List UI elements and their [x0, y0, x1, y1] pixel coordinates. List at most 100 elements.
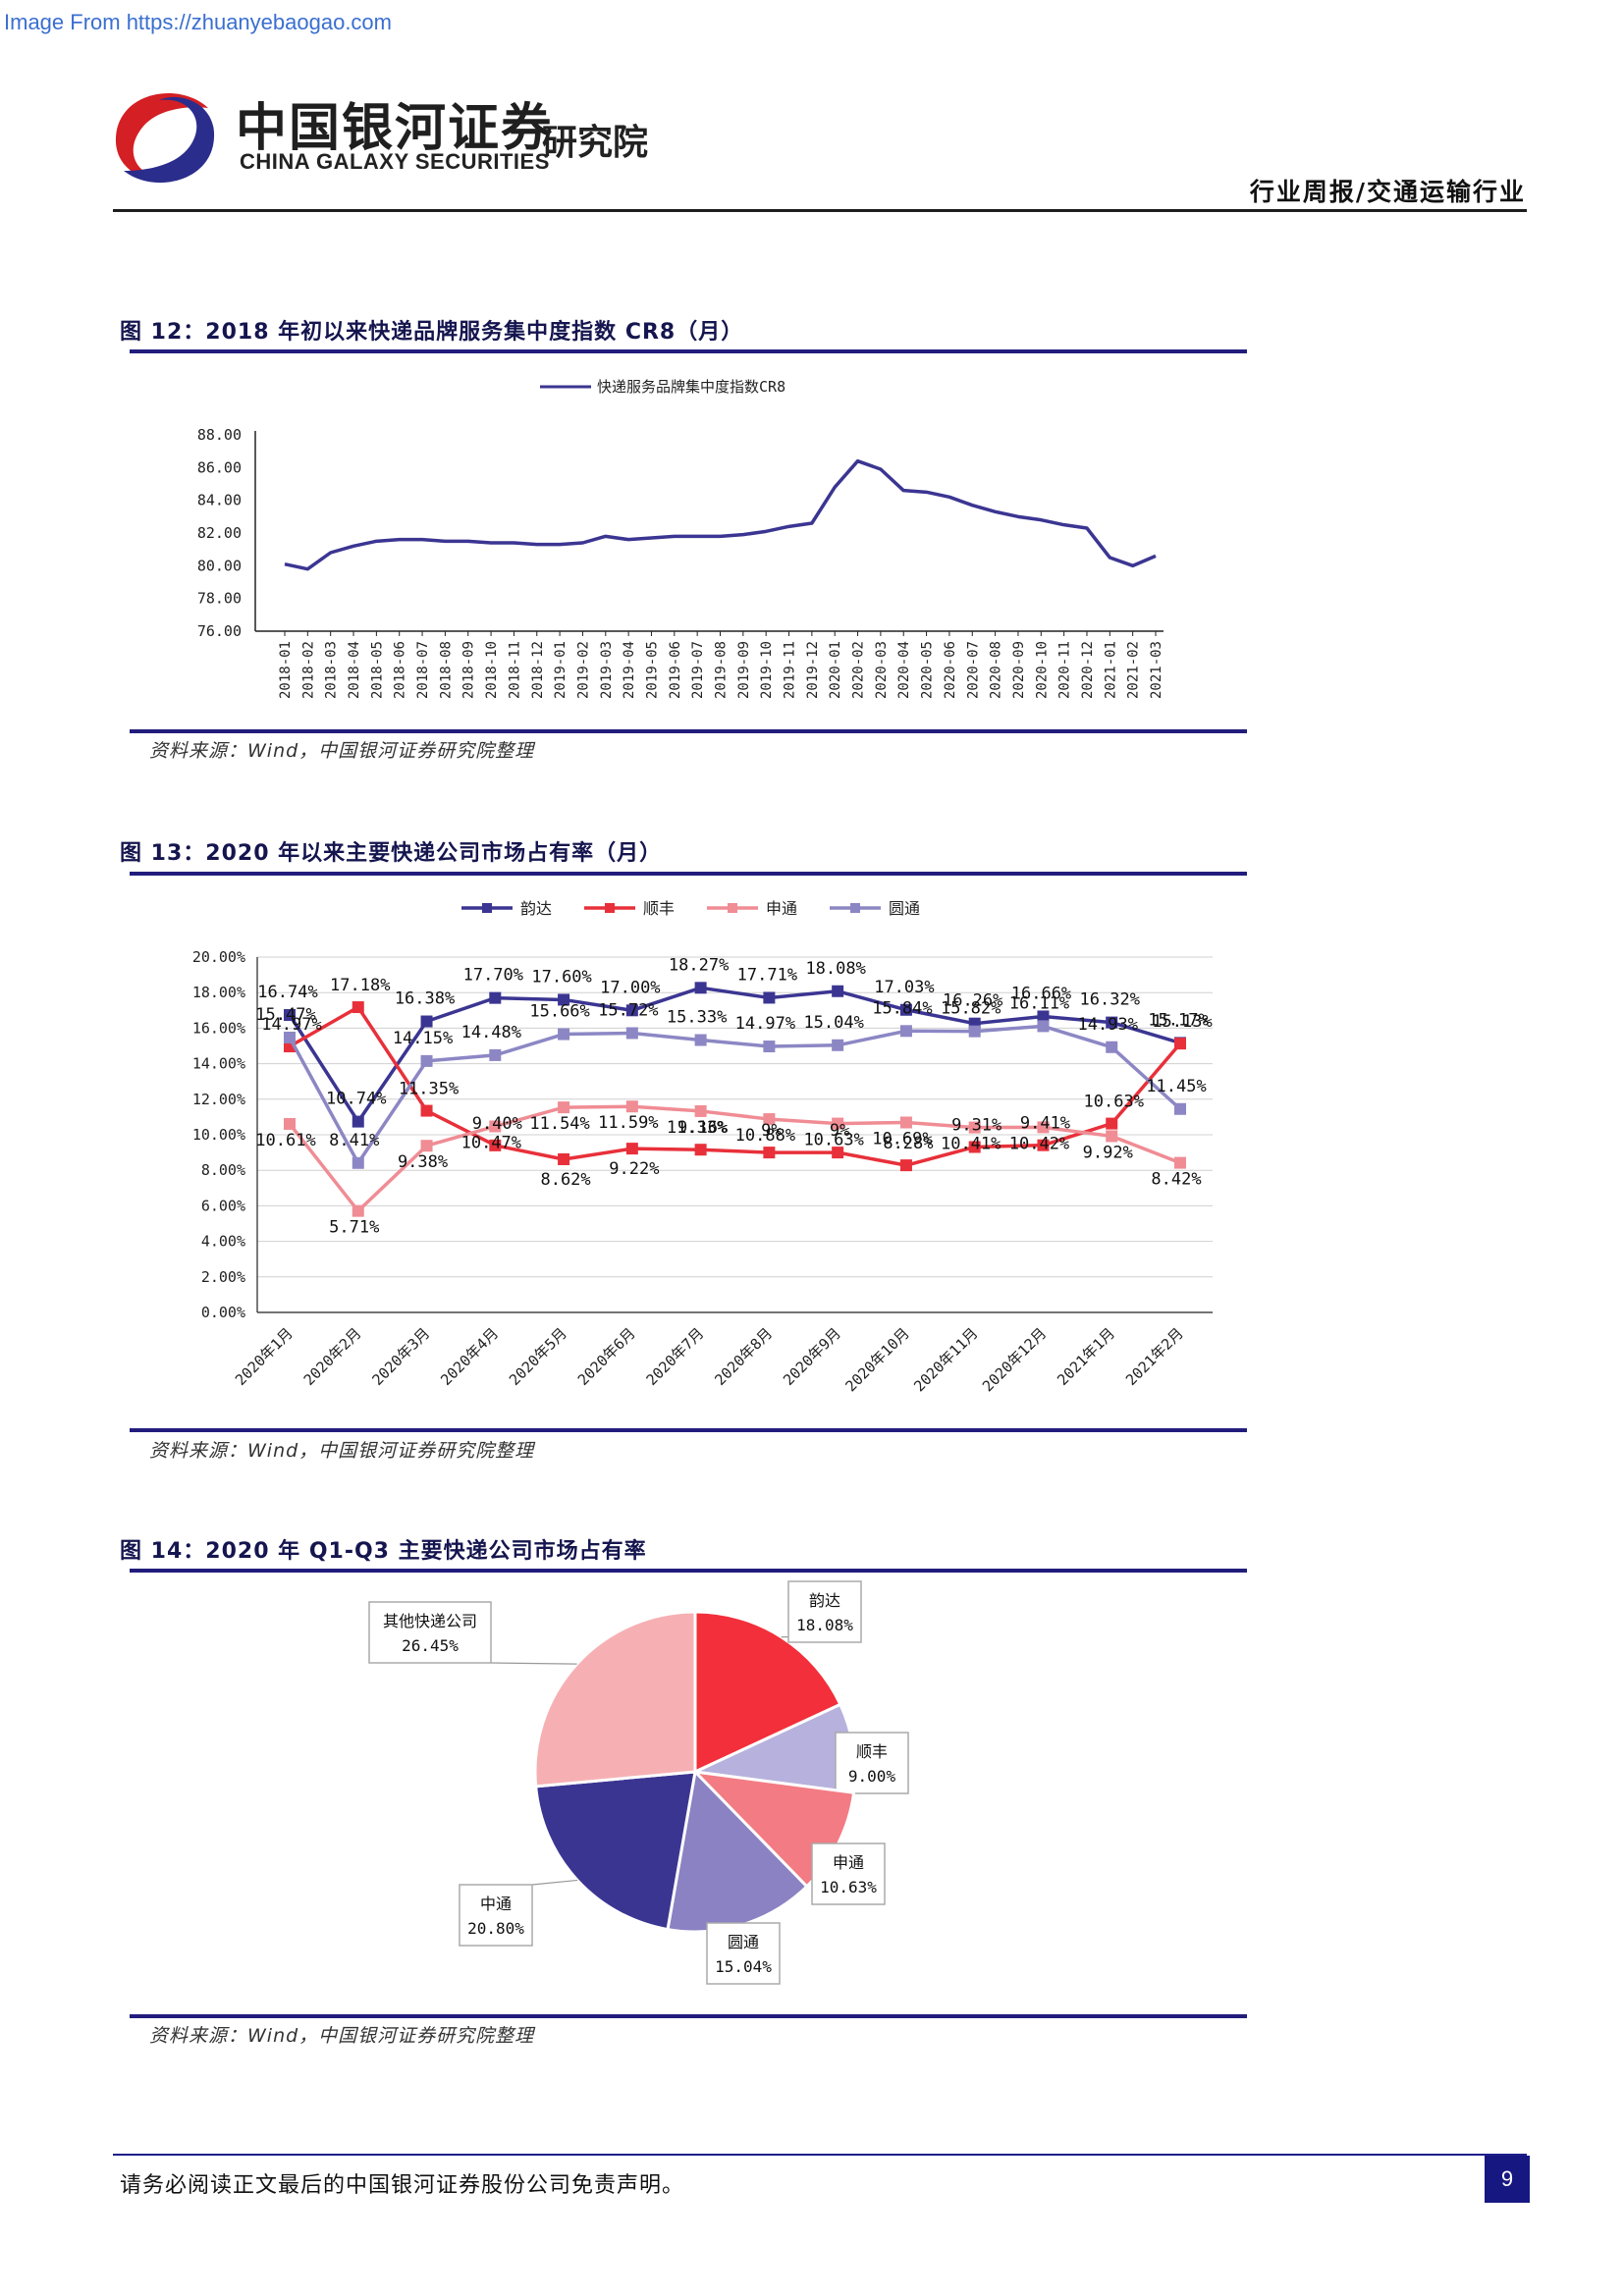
x-tick-label: 2020-10	[1034, 641, 1050, 699]
series-line-1	[288, 986, 1181, 1124]
data-label: 8.41%	[329, 1131, 379, 1150]
data-point-marker	[1174, 1156, 1186, 1169]
x-tick-label: 2018-09	[461, 641, 477, 699]
institute-label: 研究院	[542, 123, 649, 163]
x-tick-label: 2020年2月	[300, 1324, 365, 1389]
data-label: 14.93%	[1078, 1015, 1138, 1035]
company-name-en: CHINA GALAXY SECURITIES	[240, 149, 550, 174]
report-type: 行业周报/交通运输行业	[1249, 178, 1526, 206]
data-label: 15.72%	[598, 1000, 658, 1020]
x-tick-label: 2020年11月	[910, 1324, 981, 1395]
x-tick-label: 2020年4月	[437, 1324, 502, 1389]
data-point-marker	[284, 1117, 296, 1130]
legend-label: 韵达	[520, 899, 552, 918]
data-point-marker	[694, 1104, 707, 1117]
source-watermark[interactable]: Image From https://zhuanyebaogao.com	[4, 10, 392, 34]
leader-line	[531, 1879, 578, 1886]
data-label: 9.40%	[472, 1114, 522, 1134]
slice-name-label: 顺丰	[856, 1742, 888, 1761]
x-tick-label: 2020-12	[1080, 641, 1096, 699]
figure-14-top-rule	[130, 1569, 1247, 1573]
data-point-marker	[489, 991, 502, 1004]
legend-label: 申通	[766, 899, 797, 918]
data-label: 16.38%	[395, 989, 455, 1009]
figure-13-title: 图 13：2020 年以来主要快递公司市场占有率（月）	[120, 841, 663, 866]
y-tick-label: 88.00	[197, 426, 242, 444]
data-label: 10.47%	[461, 1133, 521, 1152]
x-tick-label: 2021年2月	[1122, 1324, 1187, 1389]
x-tick-label: 2018-03	[324, 641, 340, 699]
x-tick-label: 2019-10	[759, 641, 775, 699]
x-tick-label: 2019-11	[783, 641, 798, 699]
data-label: 5.71%	[329, 1218, 379, 1238]
y-tick-label: 16.00%	[192, 1019, 245, 1037]
data-point-marker	[625, 1143, 638, 1155]
legend-label: 顺丰	[643, 899, 675, 918]
footer-divider	[113, 2154, 1527, 2156]
data-point-marker	[558, 1152, 570, 1165]
series-line-2	[289, 1005, 1182, 1167]
data-point-marker	[832, 1147, 844, 1159]
data-label: 17.60%	[531, 967, 591, 987]
figure-13-bottom-rule	[130, 1428, 1247, 1432]
data-label: 9.31%	[951, 1115, 1001, 1135]
data-label: 9.16%	[677, 1118, 728, 1138]
slice-name-label: 申通	[833, 1853, 864, 1872]
x-tick-label: 2018-12	[530, 641, 546, 699]
data-point-marker	[694, 1034, 707, 1046]
figure-14-bottom-rule	[130, 2014, 1247, 2018]
slice-value-label: 18.08%	[796, 1616, 853, 1634]
data-point-marker	[558, 1101, 570, 1114]
x-tick-label: 2020-01	[828, 641, 843, 699]
figure-13-source: 资料来源：Wind，中国银河证券研究院整理	[149, 1440, 535, 1462]
data-point-marker	[625, 1004, 638, 1017]
data-label: 18.27%	[669, 955, 729, 975]
data-label: 9.22%	[609, 1159, 659, 1179]
y-tick-label: 20.00%	[192, 948, 245, 966]
data-label: 11.54%	[529, 1114, 589, 1134]
data-label-box	[459, 1884, 533, 1947]
data-label: 10.61%	[255, 1131, 315, 1150]
x-tick-label: 2019-12	[805, 641, 821, 699]
x-tick-label: 2020年1月	[232, 1324, 297, 1389]
data-point-marker	[1037, 1020, 1050, 1033]
data-label: 9.92%	[1083, 1143, 1133, 1162]
data-label: 10.63%	[803, 1131, 863, 1150]
data-point-marker	[1106, 1130, 1118, 1143]
x-tick-label: 2020年3月	[368, 1324, 433, 1389]
x-tick-label: 2021-03	[1149, 641, 1164, 699]
x-tick-label: 2019-08	[714, 641, 730, 699]
x-tick-label: 2020-05	[920, 641, 936, 699]
data-label: 15.13%	[1152, 1012, 1212, 1032]
x-tick-label: 2020年9月	[780, 1324, 844, 1389]
y-tick-label: 82.00	[197, 524, 242, 542]
page-number: 9	[1485, 2156, 1530, 2203]
data-point-marker	[968, 1141, 981, 1153]
x-tick-label: 2020-04	[896, 641, 912, 699]
x-tick-label: 2019-02	[575, 641, 591, 699]
x-tick-label: 2021年1月	[1054, 1324, 1118, 1389]
data-label: 15.17%	[1148, 1010, 1208, 1030]
slice-value-label: 26.45%	[402, 1636, 459, 1655]
y-tick-label: 84.00	[197, 492, 242, 509]
y-tick-label: 86.00	[197, 458, 242, 476]
y-tick-label: 6.00%	[201, 1197, 245, 1214]
data-point-marker	[558, 1028, 570, 1041]
data-label: 9%	[761, 1121, 781, 1141]
figure-12-source: 资料来源：Wind，中国银河证券研究院整理	[149, 740, 535, 762]
data-point-marker	[1106, 1016, 1118, 1029]
data-point-marker	[420, 1015, 433, 1028]
data-label: 8.28%	[883, 1134, 933, 1153]
data-label: 16.66%	[1011, 984, 1071, 1003]
series-line-cr8	[284, 458, 1157, 571]
data-point-marker	[625, 1100, 638, 1113]
data-point-marker	[1037, 1139, 1050, 1151]
data-label-box	[787, 1580, 862, 1643]
data-label: 8.62%	[540, 1170, 590, 1190]
data-point-marker	[352, 1204, 364, 1217]
x-tick-label: 2019-06	[668, 641, 683, 699]
data-point-marker	[352, 1115, 364, 1128]
data-point-marker	[1037, 1010, 1050, 1023]
data-point-marker	[1174, 1102, 1186, 1115]
legend-label: 快递服务品牌集中度指数CR8	[597, 378, 785, 396]
